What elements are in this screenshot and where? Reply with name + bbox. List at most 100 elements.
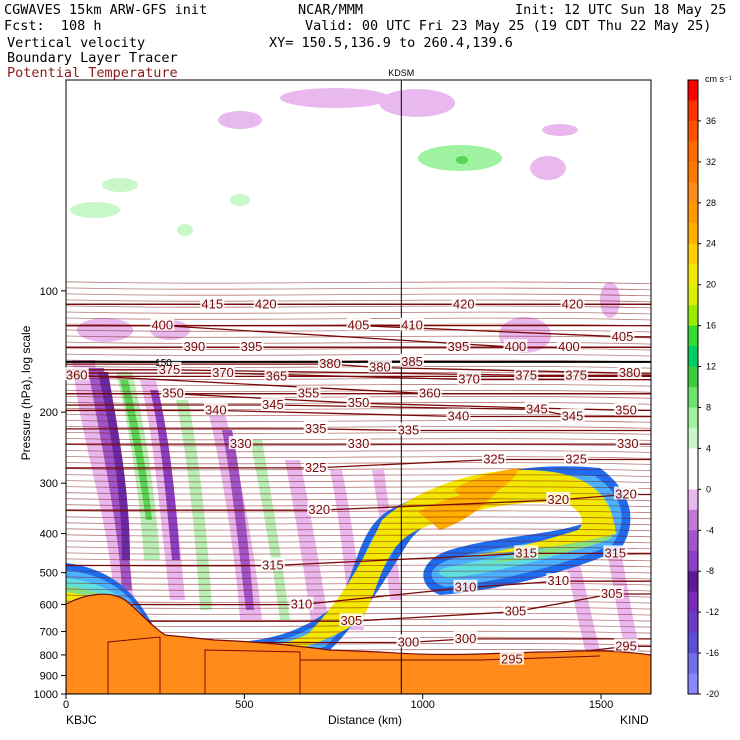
theta-contour bbox=[66, 588, 651, 592]
tropopause-label: 150 bbox=[155, 358, 172, 369]
theta-label-bg bbox=[615, 436, 640, 450]
theta-contour bbox=[66, 534, 651, 538]
theta-label: 340 bbox=[205, 402, 227, 417]
colorbar-swatch bbox=[688, 305, 698, 327]
colorbar-label: -16 bbox=[706, 648, 719, 658]
theta-label-bg bbox=[339, 613, 364, 627]
theta-contour bbox=[66, 474, 651, 477]
terrain-line bbox=[107, 636, 161, 694]
colorbar-swatch bbox=[688, 571, 698, 593]
theta-contour bbox=[66, 516, 651, 520]
w-patch bbox=[70, 202, 120, 218]
theta-label: 375 bbox=[515, 367, 537, 382]
theta-label-bg bbox=[182, 339, 207, 353]
colorbar-label: -8 bbox=[706, 566, 714, 576]
theta-contour bbox=[66, 594, 651, 598]
theta-label-bg bbox=[317, 356, 342, 370]
w-patch bbox=[177, 224, 193, 236]
terrain-line bbox=[204, 649, 301, 694]
w-patch bbox=[218, 111, 262, 129]
theta-contour bbox=[66, 480, 651, 483]
colorbar-swatch bbox=[688, 202, 698, 224]
colorbar-swatch bbox=[688, 673, 698, 695]
theta-contour bbox=[66, 426, 651, 429]
theta-contour bbox=[66, 287, 651, 291]
theta-label: 365 bbox=[266, 368, 288, 383]
colorbar-label: 20 bbox=[706, 280, 716, 290]
colorbar-swatch bbox=[688, 530, 698, 552]
y-tick-label: 200 bbox=[40, 407, 58, 419]
theta-label: 370 bbox=[212, 365, 234, 380]
y-tick-label: 100 bbox=[40, 286, 58, 298]
theta-label-bg bbox=[614, 486, 639, 500]
kdsm-label: KDSM bbox=[388, 68, 414, 78]
colorbar-unit: cm s⁻¹ bbox=[705, 74, 732, 84]
theta-label: 420 bbox=[453, 296, 475, 311]
start-station-label: KBJC bbox=[66, 713, 97, 727]
theta-label: 400 bbox=[558, 339, 580, 354]
theta-label: 380 bbox=[369, 360, 391, 375]
theta-label: 405 bbox=[348, 318, 370, 333]
theta-label: 325 bbox=[305, 460, 327, 475]
colorbar-label: 16 bbox=[706, 321, 716, 331]
theta-label-bg bbox=[617, 365, 642, 379]
theta-contour bbox=[66, 281, 651, 285]
colorbar-swatch bbox=[688, 325, 698, 347]
y-tick-label: 700 bbox=[40, 627, 58, 639]
theta-label-bg bbox=[564, 451, 589, 465]
theta-label: 420 bbox=[255, 296, 277, 311]
colorbar-swatch bbox=[688, 387, 698, 408]
theta-contour bbox=[66, 432, 651, 435]
theta-label-bg bbox=[451, 296, 476, 310]
y-tick-label: 800 bbox=[40, 650, 58, 662]
theta-label: 345 bbox=[526, 402, 548, 417]
theta-label-bg bbox=[457, 371, 482, 385]
theta-label-bg bbox=[200, 296, 225, 310]
colorbar-swatch bbox=[688, 632, 698, 654]
theta-label-bg bbox=[614, 402, 639, 416]
theta-label-bg bbox=[396, 634, 421, 648]
theta-labels: 415 420 420 420 400 405 410 405 390 395 395 400 400 3… bbox=[64, 296, 642, 667]
end-station-label: KIND bbox=[620, 713, 649, 727]
colorbar-label: 8 bbox=[706, 402, 711, 412]
w-patch bbox=[280, 88, 390, 108]
colorbar-label: 28 bbox=[706, 198, 716, 208]
y-tick-label: 400 bbox=[40, 529, 58, 541]
theta-label: 295 bbox=[501, 652, 523, 667]
theta-label-bg bbox=[64, 367, 89, 381]
theta-contour bbox=[66, 522, 651, 526]
terrain-line bbox=[300, 655, 601, 661]
y-tick-label: 500 bbox=[40, 568, 58, 580]
theta-contour bbox=[66, 468, 651, 471]
theta-label: 315 bbox=[515, 545, 537, 560]
theta-contour bbox=[66, 528, 651, 532]
theta-contour bbox=[66, 510, 651, 514]
theta-contour bbox=[66, 570, 651, 574]
theta-label: 420 bbox=[562, 296, 584, 311]
colorbar-label: -4 bbox=[706, 525, 714, 535]
header-xy-range: XY= 150.5,136.9 to 260.4,139.6 bbox=[269, 35, 513, 51]
theta-label: 325 bbox=[565, 451, 587, 466]
theta-label-bg bbox=[289, 596, 314, 610]
theta-label-bg bbox=[560, 296, 585, 310]
theta-label: 335 bbox=[305, 421, 327, 436]
theta-label: 315 bbox=[604, 545, 626, 560]
theta-label-bg bbox=[346, 436, 371, 450]
x-axis-title: Distance (km) bbox=[328, 713, 402, 727]
theta-label: 310 bbox=[547, 573, 569, 588]
theta-label-bg bbox=[503, 339, 528, 353]
theta-label-bg bbox=[296, 385, 321, 399]
plot-frame bbox=[65, 79, 652, 695]
theta-label-bg bbox=[210, 365, 235, 379]
w-patch bbox=[530, 156, 566, 180]
colorbar-label: 0 bbox=[706, 484, 711, 494]
w-patch bbox=[102, 178, 138, 192]
colorbar-swatch bbox=[688, 591, 698, 613]
w-patch bbox=[230, 194, 250, 206]
theta-label: 345 bbox=[262, 397, 284, 412]
theta-label-bg bbox=[400, 353, 425, 367]
theta-label-bg bbox=[546, 491, 571, 505]
theta-label-bg bbox=[546, 573, 571, 587]
theta-label-bg bbox=[346, 317, 371, 331]
theta-label-bg bbox=[614, 638, 639, 652]
